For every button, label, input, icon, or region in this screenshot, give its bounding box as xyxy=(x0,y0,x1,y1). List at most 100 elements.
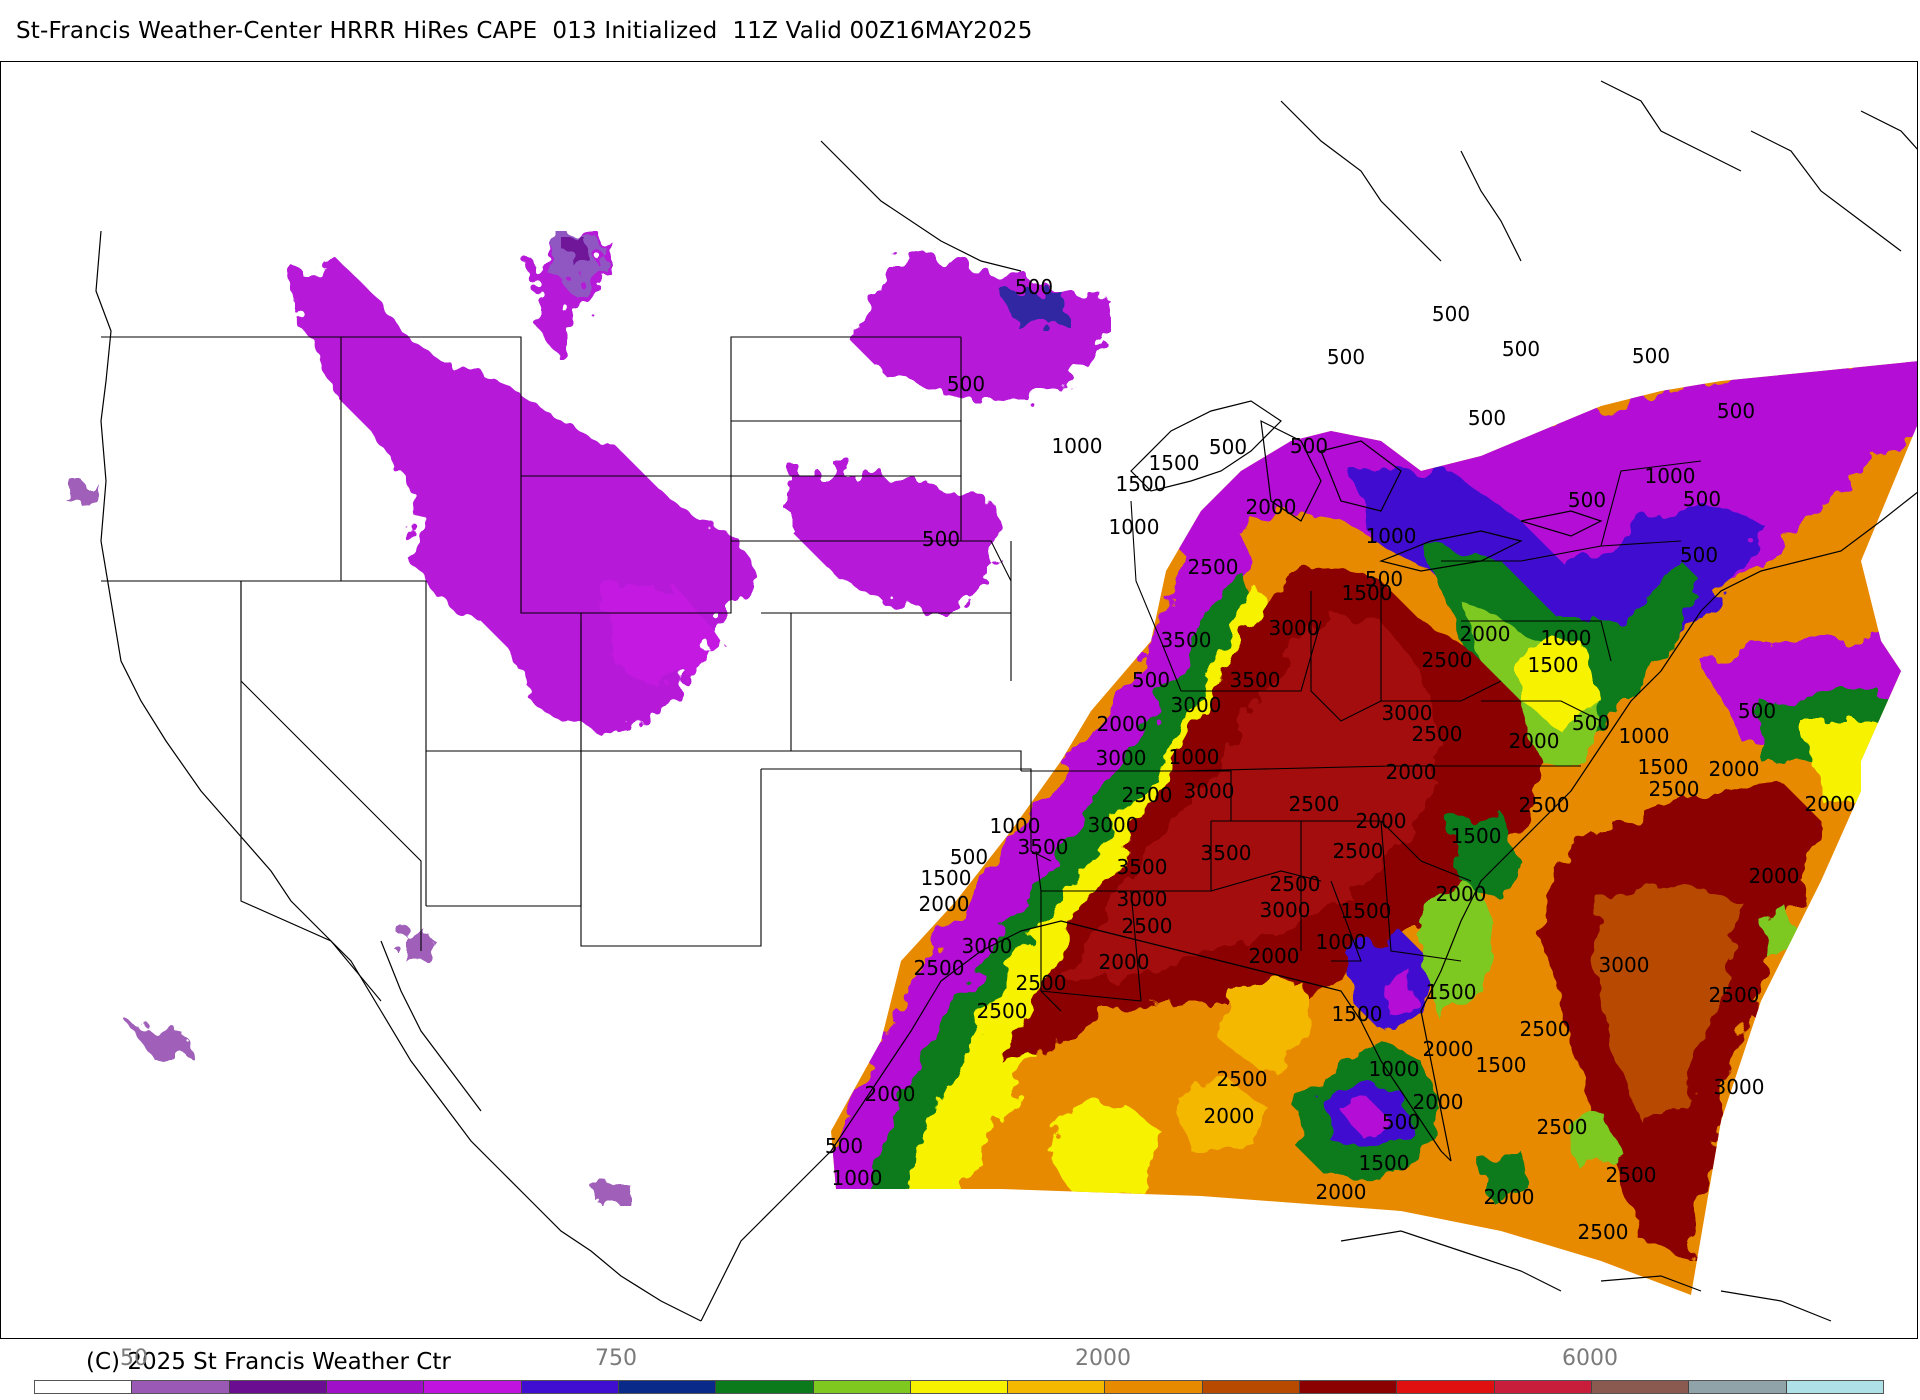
map-title: St-Francis Weather-Center HRRR HiRes CAP… xyxy=(16,18,1033,44)
contour-label-3000: 3000 xyxy=(1184,779,1235,803)
contour-label-1500: 1500 xyxy=(1451,824,1502,848)
contour-label-500: 500 xyxy=(1683,487,1721,511)
contour-label-1500: 1500 xyxy=(1342,581,1393,605)
colorbar-swatch xyxy=(1494,1381,1592,1393)
contour-label-3500: 3500 xyxy=(1117,855,1168,879)
contour-label-500: 500 xyxy=(1738,699,1776,723)
contour-label-500: 500 xyxy=(1502,337,1540,361)
contour-label-2000: 2000 xyxy=(1316,1180,1367,1204)
contour-label-500: 500 xyxy=(1468,406,1506,430)
contour-label-2000: 2000 xyxy=(919,892,970,916)
contour-label-3000: 3000 xyxy=(1117,887,1168,911)
colorbar-swatch xyxy=(229,1381,327,1393)
contour-label-2000: 2000 xyxy=(1097,712,1148,736)
contour-label-2500: 2500 xyxy=(1122,783,1173,807)
contour-label-2500: 2500 xyxy=(1709,983,1760,1007)
contour-label-2500: 2500 xyxy=(914,956,965,980)
contour-label-2500: 2500 xyxy=(1422,648,1473,672)
contour-label-500: 500 xyxy=(1015,275,1053,299)
contour-label-2500: 2500 xyxy=(1606,1163,1657,1187)
colorbar-swatch xyxy=(132,1381,230,1393)
contour-label-2000: 2000 xyxy=(1413,1090,1464,1114)
contour-label-500: 500 xyxy=(825,1134,863,1158)
contour-label-1500: 1500 xyxy=(1149,451,1200,475)
map-panel[interactable]: 500 500 500 500 500 500 500 500 500 500 500 500 500 5… xyxy=(0,61,1918,1339)
contour-label-2500: 2500 xyxy=(1333,839,1384,863)
contour-label-500: 500 xyxy=(1680,543,1718,567)
contour-label-500: 500 xyxy=(1132,668,1170,692)
contour-label-3000: 3000 xyxy=(1171,693,1222,717)
contour-label-3000: 3000 xyxy=(1096,746,1147,770)
contour-label-1000: 1000 xyxy=(1169,745,1220,769)
contour-label-1000: 1000 xyxy=(1645,464,1696,488)
contour-label-500: 500 xyxy=(922,527,960,551)
contour-label-500: 500 xyxy=(947,372,985,396)
contour-label-3000: 3000 xyxy=(1599,953,1650,977)
contour-label-500: 500 xyxy=(1572,711,1610,735)
cape-contour-labels: 500 500 500 500 500 500 500 500 500 500 500 500 500 5… xyxy=(825,275,1856,1244)
contour-label-2500: 2500 xyxy=(1270,872,1321,896)
contour-label-2000: 2000 xyxy=(1099,950,1150,974)
colorbar-swatch xyxy=(618,1381,717,1393)
contour-label-500: 500 xyxy=(1365,567,1403,591)
copyright-text: (C) 2025 St Francis Weather Ctr xyxy=(86,1349,451,1375)
contour-label-1500: 1500 xyxy=(1426,980,1477,1004)
contour-label-1500: 1500 xyxy=(1476,1053,1527,1077)
colorbar-label-50: 50 xyxy=(120,1346,148,1371)
contour-label-1000: 1000 xyxy=(1366,524,1417,548)
contour-label-1500: 1500 xyxy=(1341,899,1392,923)
contour-label-2500: 2500 xyxy=(1649,777,1700,801)
state-borders xyxy=(101,336,1702,1012)
contour-label-1500: 1500 xyxy=(1528,653,1579,677)
colorbar-swatch xyxy=(1300,1381,1398,1393)
contour-label-2500: 2500 xyxy=(1188,555,1239,579)
contour-label-2500: 2500 xyxy=(1412,722,1463,746)
colorbar-swatch xyxy=(35,1381,133,1393)
contour-label-1000: 1000 xyxy=(832,1166,883,1190)
contour-label-3000: 3000 xyxy=(1088,813,1139,837)
colorbar-swatch xyxy=(1008,1381,1106,1393)
colorbar-swatch xyxy=(813,1381,911,1393)
cape-map: 500 500 500 500 500 500 500 500 500 500 500 500 500 5… xyxy=(66,80,1917,1322)
contour-label-2000: 2000 xyxy=(1386,760,1437,784)
contour-label-1500: 1500 xyxy=(1116,472,1167,496)
contour-label-500: 500 xyxy=(1568,488,1606,512)
contour-label-2500: 2500 xyxy=(1537,1115,1588,1139)
contour-label-1500: 1500 xyxy=(1332,1002,1383,1026)
contour-label-2500: 2500 xyxy=(977,999,1028,1023)
contour-label-2000: 2000 xyxy=(1509,729,1560,753)
contour-label-2500: 2500 xyxy=(1519,793,1570,817)
contour-label-2000: 2000 xyxy=(1246,495,1297,519)
colorbar-swatch xyxy=(1397,1381,1495,1393)
contour-label-1000: 1000 xyxy=(1619,724,1670,748)
contour-label-3000: 3000 xyxy=(1260,898,1311,922)
contour-label-2500: 2500 xyxy=(1289,792,1340,816)
contour-label-2500: 2500 xyxy=(1578,1220,1629,1244)
cape-colorbar xyxy=(34,1380,1884,1394)
contour-label-2000: 2000 xyxy=(1423,1037,1474,1061)
contour-label-3500: 3500 xyxy=(1018,835,1069,859)
contour-label-2000: 2000 xyxy=(1460,622,1511,646)
contour-label-3000: 3000 xyxy=(1382,701,1433,725)
contour-label-1000: 1000 xyxy=(1316,930,1367,954)
contour-label-500: 500 xyxy=(1327,345,1365,369)
colorbar-label-750: 750 xyxy=(595,1346,637,1371)
colorbar-swatch xyxy=(521,1381,619,1393)
contour-label-3500: 3500 xyxy=(1161,628,1212,652)
contour-label-2000: 2000 xyxy=(865,1082,916,1106)
contour-label-2500: 2500 xyxy=(1016,971,1067,995)
colorbar-swatch xyxy=(1786,1381,1883,1393)
colorbar-swatch xyxy=(1105,1381,1203,1393)
colorbar-label-2000: 2000 xyxy=(1075,1346,1131,1371)
contour-label-3500: 3500 xyxy=(1230,668,1281,692)
colorbar-swatch xyxy=(1592,1381,1690,1393)
colorbar-swatch xyxy=(1689,1381,1787,1393)
contour-label-1000: 1000 xyxy=(1541,626,1592,650)
contour-label-2500: 2500 xyxy=(1520,1017,1571,1041)
contour-label-2000: 2000 xyxy=(1709,757,1760,781)
contour-label-1000: 1000 xyxy=(1369,1057,1420,1081)
contour-label-500: 500 xyxy=(950,845,988,869)
contour-label-1500: 1500 xyxy=(1359,1151,1410,1175)
contour-label-2000: 2000 xyxy=(1204,1104,1255,1128)
contour-label-500: 500 xyxy=(1632,344,1670,368)
